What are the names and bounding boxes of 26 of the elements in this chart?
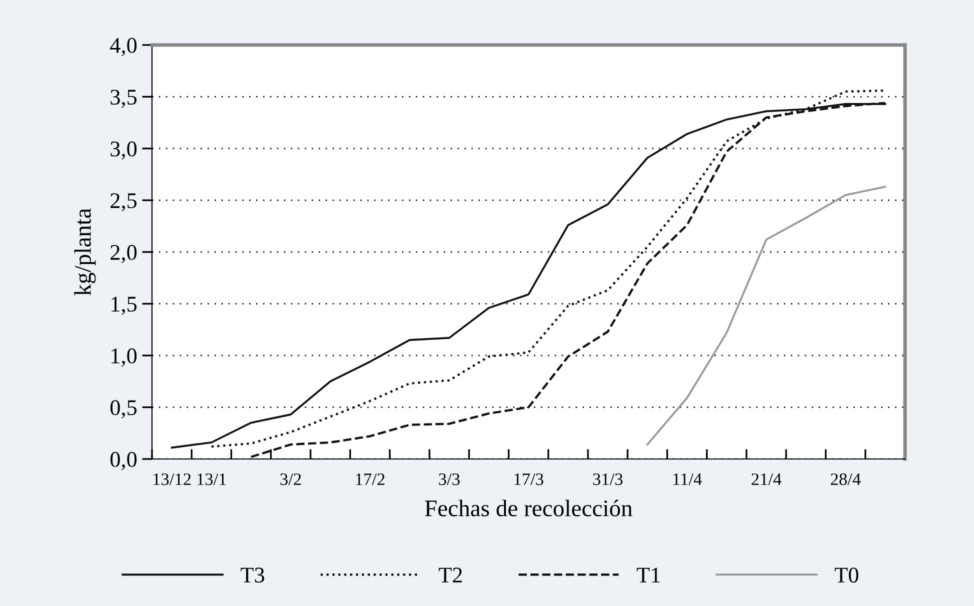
legend-label: T2	[438, 568, 462, 582]
line-series	[646, 186, 886, 446]
x-tick-label: 11/4	[673, 473, 702, 486]
legend-label: T0	[834, 568, 858, 583]
y-axis-title: kg/planta	[74, 208, 96, 296]
x-axis-title: Fechas de recolección	[424, 500, 632, 516]
y-tick-label: 4,0	[110, 38, 137, 56]
x-tick-label: 13/12	[154, 473, 191, 486]
y-tick-label: 0,0	[110, 452, 137, 470]
y-tick-label: 3,0	[110, 141, 137, 160]
x-tick-label: 13/1	[198, 473, 226, 486]
y-tick-label: 3,5	[110, 90, 137, 108]
legend-label: T1	[636, 568, 660, 582]
x-tick-label: 3/2	[280, 473, 301, 486]
x-tick-label: 31/3	[593, 473, 623, 486]
y-tick-label: 1,0	[112, 348, 137, 367]
y-tick-label: 2,5	[110, 193, 137, 212]
x-tick-label: 17/2	[356, 473, 384, 486]
y-tick-label: 0,5	[110, 400, 137, 418]
x-tick-label: 17/3	[514, 473, 544, 486]
x-tick-label: 21/4	[752, 473, 782, 486]
x-tick-label: 3/3	[438, 473, 460, 486]
x-tick-label: 28/4	[830, 473, 861, 486]
y-tick-label: 1,5	[112, 296, 137, 315]
legend-label: T3	[240, 568, 264, 583]
y-tick-label: 2,0	[110, 244, 137, 264]
